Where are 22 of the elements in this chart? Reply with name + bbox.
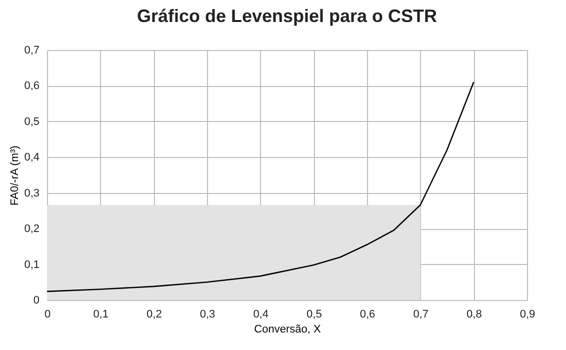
y-tick-label: 0,6 [24, 80, 40, 92]
y-tick-label: 0,1 [24, 258, 40, 271]
x-tick-label: 0,6 [360, 308, 376, 320]
y-tick-label: 0,7 [24, 44, 40, 56]
y-tick-label: 0,2 [24, 223, 40, 236]
x-tick-label: 0 [44, 308, 51, 320]
x-axis-title: Conversão, X [254, 324, 322, 336]
x-tick-label: 0,3 [200, 308, 216, 320]
y-tick-label: 0,5 [24, 116, 40, 128]
y-tick-label: 0,4 [24, 152, 40, 164]
x-tick-label: 0,9 [520, 308, 536, 320]
x-tick-label: 0,8 [466, 308, 482, 320]
x-tick-label: 0,5 [306, 308, 322, 320]
chart-title: Gráfico de Levenspiel para o CSTR [136, 6, 438, 26]
y-tick-label: 0 [33, 294, 40, 306]
x-tick-label: 0,4 [253, 308, 268, 320]
x-tick-label: 0,1 [93, 308, 108, 320]
x-tick-label: 0,7 [413, 308, 428, 320]
x-tick-label: 0,2 [146, 308, 162, 320]
y-tick-label: 0,3 [24, 187, 40, 200]
line-series [46, 81, 474, 292]
y-axis-title: FA0/-rA (m³) [9, 146, 22, 206]
